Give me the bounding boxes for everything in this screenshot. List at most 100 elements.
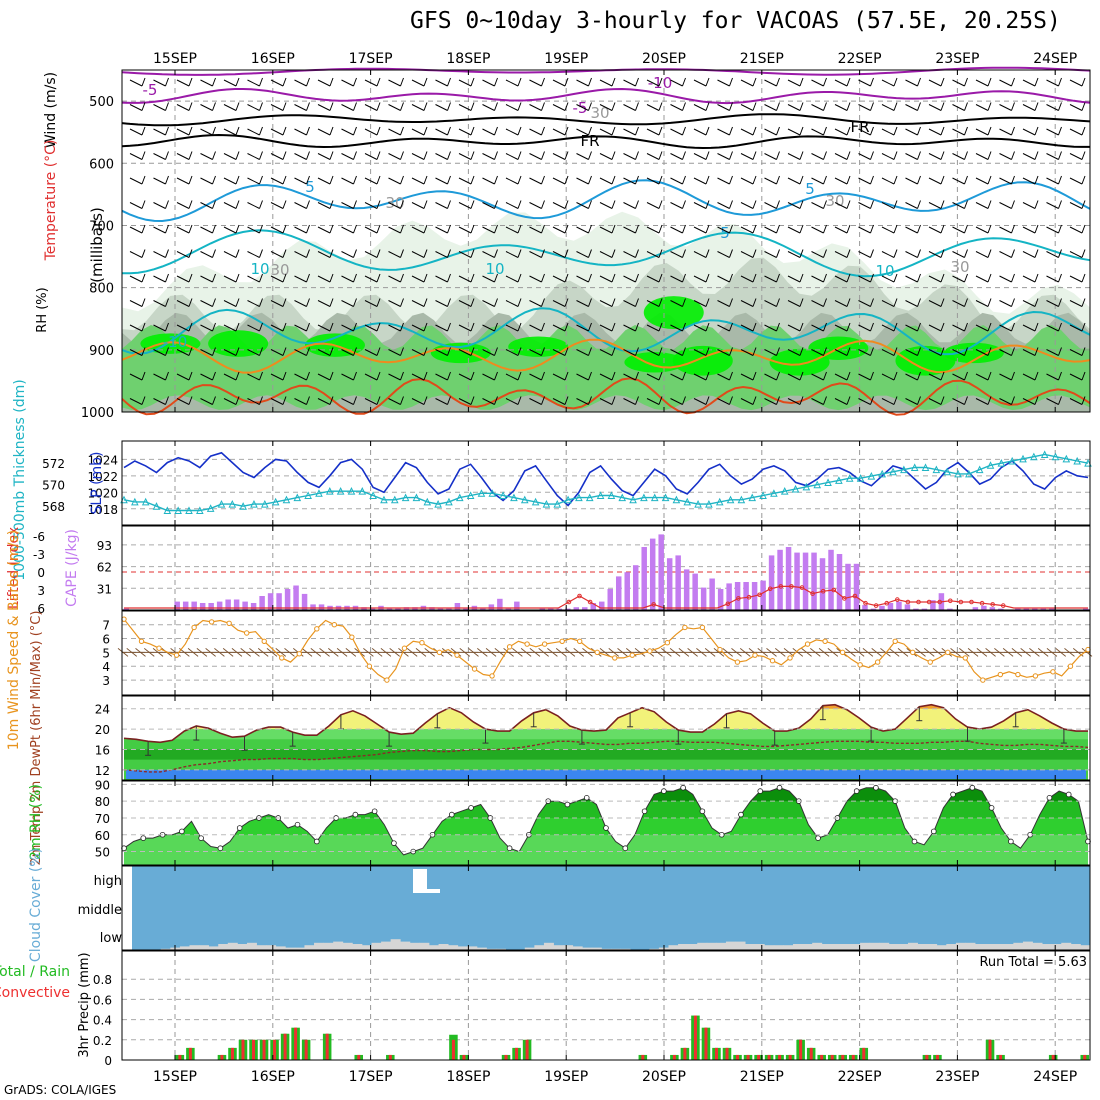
day-label-bottom: 22SEP xyxy=(838,1069,882,1085)
wind-barb xyxy=(494,371,498,381)
rh-point xyxy=(930,828,937,835)
wind-barb xyxy=(1046,373,1059,381)
cape-bar xyxy=(259,596,265,610)
wind-barb xyxy=(940,126,945,136)
thickness-point xyxy=(477,489,486,497)
cape-bar xyxy=(293,585,299,610)
lifted-tick: -3 xyxy=(33,548,45,562)
cape-bar xyxy=(1032,608,1038,610)
wind-speed-point xyxy=(261,638,267,645)
wind-barb xyxy=(376,77,381,87)
wind-barb xyxy=(576,104,589,111)
cloud-low-bar xyxy=(448,945,459,950)
lifted-point xyxy=(916,599,921,605)
wind-barb xyxy=(705,273,710,283)
wind-barb xyxy=(693,275,707,283)
wind-barb xyxy=(165,396,169,405)
cloud-low-bar xyxy=(1051,944,1062,950)
precip-conv-bar xyxy=(388,1054,392,1060)
wind-barb xyxy=(952,104,965,111)
wind-barb xyxy=(411,251,425,258)
wind-barb xyxy=(611,273,616,283)
wind-barb xyxy=(858,349,871,356)
wind-barb xyxy=(129,79,143,87)
wind-barb xyxy=(646,373,660,381)
wind-barb xyxy=(952,324,965,332)
wind-barb xyxy=(682,322,686,332)
wind-barb xyxy=(1034,77,1039,87)
wind-barb xyxy=(576,153,589,160)
cape-bar xyxy=(590,603,597,610)
wind-barb xyxy=(153,398,166,405)
wind-barb xyxy=(1034,322,1039,332)
wind-barb xyxy=(376,175,381,185)
wind-barb xyxy=(153,324,166,332)
wind-barb xyxy=(552,373,566,381)
wind-barb xyxy=(764,177,777,185)
thickness-point xyxy=(131,497,139,506)
wind-barb xyxy=(1034,347,1039,356)
cape-bar xyxy=(1049,608,1055,610)
wind-barb xyxy=(823,102,827,111)
wind-barb xyxy=(1022,398,1036,405)
wind-barb xyxy=(987,371,992,381)
slp-thickness-frame xyxy=(121,440,1091,526)
cloud-low-bar xyxy=(438,944,449,950)
precip-conv-bar xyxy=(841,1054,845,1060)
wind-barb xyxy=(975,153,989,160)
wind-barb xyxy=(235,224,240,234)
wind-barb xyxy=(458,324,472,332)
wind-barb xyxy=(646,398,660,405)
contour-label: 30 xyxy=(825,192,844,210)
wind-barb xyxy=(364,251,378,258)
wind-barb xyxy=(611,347,616,356)
rh-point xyxy=(313,838,320,845)
wind-barb xyxy=(1011,126,1015,136)
wind-barb xyxy=(928,226,942,234)
wind-barb xyxy=(223,300,237,307)
wind-barb xyxy=(823,126,827,136)
wind-barb xyxy=(388,153,401,160)
wind-barb xyxy=(1081,249,1086,258)
wind-barb xyxy=(776,151,780,160)
cape-bar xyxy=(548,608,554,610)
wind-speed-point xyxy=(1067,663,1074,669)
wind-barb xyxy=(505,251,519,258)
wind-barb xyxy=(599,153,613,160)
wind-barb xyxy=(353,224,357,234)
wind-barb xyxy=(952,349,965,356)
wind-barb xyxy=(494,200,498,209)
wind-barb xyxy=(646,177,660,185)
wind-barb xyxy=(964,126,968,136)
wind-barb xyxy=(200,79,213,87)
thickness-point xyxy=(185,506,193,515)
cloud-low-bar xyxy=(524,947,535,950)
wind-barb xyxy=(564,322,569,332)
wind-barb xyxy=(705,126,710,136)
contour-label: 5 xyxy=(720,224,730,242)
cloud-low-bar xyxy=(783,945,794,950)
wind-barb xyxy=(658,396,663,405)
rh-point xyxy=(352,811,359,818)
wind-barb xyxy=(858,202,871,209)
cape-bar xyxy=(446,608,452,610)
isotherm xyxy=(121,87,1091,105)
wind-barb xyxy=(564,273,569,283)
wind-barb xyxy=(541,273,545,283)
wind-barb xyxy=(223,324,237,332)
thickness-point xyxy=(770,489,778,497)
wind-barb xyxy=(494,102,498,111)
wind-barb xyxy=(153,226,166,234)
wind-barb xyxy=(259,224,263,234)
thickness-point xyxy=(975,465,984,474)
rh-point xyxy=(217,845,224,851)
cape-bar xyxy=(233,599,240,610)
cloud-low-bar xyxy=(668,945,679,950)
wind-barb xyxy=(823,77,827,87)
wind-barb xyxy=(176,128,190,136)
wind-barb xyxy=(1011,175,1015,185)
wind-barb xyxy=(423,200,428,209)
wind-barb xyxy=(693,104,707,111)
thickness-point xyxy=(618,493,627,502)
thickness-point xyxy=(900,465,908,474)
